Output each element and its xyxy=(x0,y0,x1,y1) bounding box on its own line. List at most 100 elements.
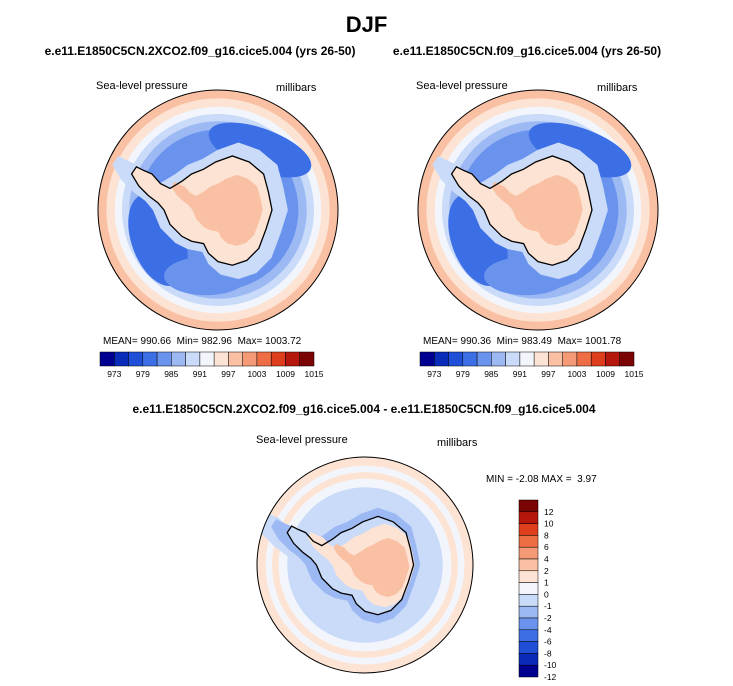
colorbar-swatch xyxy=(619,351,635,367)
panel-2-stats: MEAN= 990.36 Min= 983.49 Max= 1001.78 xyxy=(423,336,622,347)
colorbar-swatch xyxy=(419,351,435,367)
colorbar-swatch xyxy=(518,664,539,678)
colorbar-2: 973 979 985 991 997 1003 1009 1015 xyxy=(419,351,644,379)
colorbar-swatch xyxy=(518,499,539,513)
colorbar-swatch xyxy=(242,351,258,367)
colorbar-tick-label: 979 xyxy=(456,369,470,379)
colorbar-swatch xyxy=(518,582,539,595)
map-2 xyxy=(417,89,659,331)
colorbar-tick-label: 10 xyxy=(544,519,554,529)
colorbar-swatch xyxy=(576,351,592,367)
map-border xyxy=(256,456,474,674)
colorbar-swatch xyxy=(605,351,621,367)
colorbar-tick-label: 2 xyxy=(544,566,549,576)
colorbar-swatch xyxy=(185,351,201,367)
colorbar-swatch xyxy=(156,351,172,367)
colorbar-swatch xyxy=(533,351,549,367)
colorbar-swatch xyxy=(518,605,539,619)
colorbar-swatch xyxy=(518,641,539,654)
colorbar-1: 973 979 985 991 997 1003 1009 1015 xyxy=(99,351,324,379)
antarctica-coastline xyxy=(450,155,593,266)
low-pressure-lobe-north xyxy=(208,122,312,178)
colorbar-tick-label: 4 xyxy=(544,554,549,564)
colorbar-swatch xyxy=(142,351,158,367)
colorbar-swatch xyxy=(128,351,144,367)
colorbar-swatch xyxy=(434,351,449,367)
panel-3-title: e.e11.E1850C5CN.2XCO2.f09_g16.cice5.004 … xyxy=(132,402,596,416)
colorbar-tick-label: 997 xyxy=(221,369,235,379)
colorbar-swatch xyxy=(518,546,539,560)
colorbar-swatch xyxy=(518,653,539,666)
antarctica-coastline xyxy=(130,155,273,266)
colorbar-tick-label: 991 xyxy=(513,369,527,379)
panel-3-units: millibars xyxy=(437,437,478,449)
colorbar-tick-label: -10 xyxy=(544,660,557,670)
land-high-field xyxy=(491,174,583,246)
colorbar-swatch xyxy=(518,617,539,631)
map-3 xyxy=(256,456,474,674)
panel-2-field-label: Sea-level pressure xyxy=(416,80,508,92)
colorbar-swatch xyxy=(518,511,539,524)
colorbar-tick-label: 6 xyxy=(544,542,549,552)
colorbar-tick-label: 1015 xyxy=(625,369,644,379)
colorbar-swatch xyxy=(505,351,521,367)
low-pressure-lobe-north xyxy=(528,122,632,178)
colorbar-swatch xyxy=(518,535,539,548)
panel-1-stats: MEAN= 990.66 Min= 982.96 Max= 1003.72 xyxy=(103,336,302,347)
colorbar-tick-label: -8 xyxy=(544,648,552,658)
colorbar-swatch xyxy=(518,523,539,536)
colorbar-swatch xyxy=(518,629,539,642)
colorbar-swatch xyxy=(171,351,186,367)
colorbar-tick-label: 985 xyxy=(484,369,498,379)
colorbar-swatch xyxy=(548,351,563,367)
map-1 xyxy=(97,89,339,331)
panel-1-units: millibars xyxy=(276,82,317,94)
colorbar-swatch xyxy=(590,351,606,367)
colorbar-swatch xyxy=(476,351,492,367)
colorbar-tick-label: 1003 xyxy=(247,369,266,379)
colorbar-tick-label: 973 xyxy=(107,369,121,379)
map-border xyxy=(417,89,659,331)
colorbar-tick-label: 1015 xyxy=(305,369,324,379)
colorbar-swatch xyxy=(562,351,578,367)
colorbar-tick-label: 991 xyxy=(193,369,207,379)
colorbar-tick-label: 985 xyxy=(164,369,178,379)
colorbar-tick-label: -2 xyxy=(544,613,552,623)
colorbar-tick-label: 997 xyxy=(541,369,555,379)
colorbar-tick-label: 1009 xyxy=(276,369,295,379)
colorbar-tick-label: 973 xyxy=(427,369,441,379)
page-title: DJF xyxy=(345,12,388,37)
colorbar-swatch xyxy=(213,351,229,367)
colorbar-tick-label: 8 xyxy=(544,530,549,540)
colorbar-swatch xyxy=(256,351,272,367)
colorbar-tick-label: -1 xyxy=(544,601,552,611)
colorbar-swatch xyxy=(491,351,506,367)
colorbar-swatch xyxy=(114,351,129,367)
panel-2-units: millibars xyxy=(597,82,638,94)
colorbar-swatch xyxy=(462,351,478,367)
colorbar-swatch xyxy=(285,351,301,367)
colorbar-swatch xyxy=(199,351,215,367)
panel-3-field-label: Sea-level pressure xyxy=(256,434,348,446)
colorbar-swatch xyxy=(448,351,464,367)
antarctica-coastline xyxy=(286,515,415,616)
colorbar-swatch xyxy=(519,351,535,367)
land-high-positive-field xyxy=(333,538,410,597)
colorbar-tick-label: 979 xyxy=(136,369,150,379)
colorbar-swatch xyxy=(99,351,115,367)
colorbar-tick-label: -12 xyxy=(544,672,557,682)
colorbar-tick-label: 1009 xyxy=(596,369,615,379)
map-border xyxy=(97,89,339,331)
panel-1-title: e.e11.E1850C5CN.2XCO2.f09_g16.cice5.004 … xyxy=(44,44,356,58)
panel-2-title: e.e11.E1850C5CN.f09_g16.cice5.004 (yrs 2… xyxy=(392,44,662,58)
colorbar-tick-label: -6 xyxy=(544,637,552,647)
colorbar-tick-label: -4 xyxy=(544,625,552,635)
colorbar-swatch xyxy=(518,570,539,583)
colorbar-tick-label: 1 xyxy=(544,578,549,588)
colorbar-swatch xyxy=(299,351,315,367)
land-high-field xyxy=(171,174,263,246)
colorbar-swatch xyxy=(270,351,286,367)
panel-1-field-label: Sea-level pressure xyxy=(96,80,188,92)
